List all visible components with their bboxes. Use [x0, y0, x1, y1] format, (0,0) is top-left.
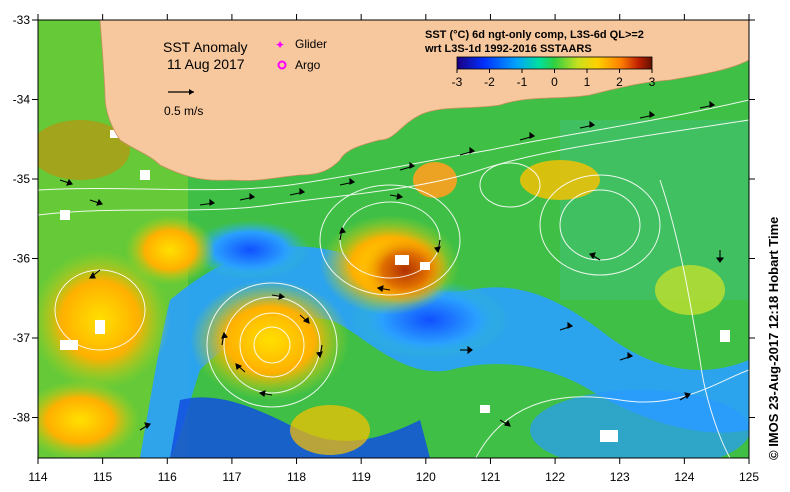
x-tick-label: 119 [352, 470, 371, 484]
x-tick-label: 114 [28, 470, 47, 484]
argo-legend-label: Argo [295, 58, 321, 72]
x-tick-label: 124 [674, 470, 694, 484]
colorbar-tick-label: -2 [484, 75, 495, 89]
colorbar [456, 56, 653, 70]
colorbar-title-line2: wrt L3S-1d 1992-2016 SSTAARS [424, 43, 592, 55]
y-tick-label: -33 [13, 13, 31, 27]
plot-frame [37, 19, 750, 459]
colorbar-tick-label: 2 [616, 75, 623, 89]
map-title: SST Anomaly [163, 39, 248, 55]
colorbar-tick-label: 3 [649, 75, 656, 89]
x-tick-label: 118 [287, 470, 306, 484]
colorbar-tick-label: 0 [551, 75, 558, 89]
x-tick-label: 121 [480, 470, 500, 484]
x-tick-label: 117 [222, 470, 241, 484]
colorbar-ticks: -3 -2 -1 0 1 2 3 [452, 69, 656, 89]
x-tick-label: 115 [93, 470, 112, 484]
y-tick-label: -35 [13, 172, 31, 186]
sst-field [38, 20, 749, 458]
glider-legend-marker: ✦ [275, 38, 285, 52]
colorbar-tick-label: 1 [584, 75, 591, 89]
velocity-scale-label: 0.5 m/s [164, 104, 203, 118]
current-vectors [59, 100, 725, 431]
x-tick-label: 123 [610, 470, 630, 484]
x-tick-label: 120 [416, 470, 436, 484]
y-tick-label: -36 [13, 252, 31, 266]
x-tick-label: 116 [158, 470, 177, 484]
velocity-scale-arrow [168, 89, 194, 95]
svg-text:✦: ✦ [275, 38, 285, 52]
y-tick-label: -34 [13, 93, 31, 107]
glider-legend-label: Glider [295, 37, 327, 51]
x-axis: 114 115 116 117 118 119 120 121 122 123 124 125 [28, 14, 759, 484]
map-date: 11 Aug 2017 [167, 56, 245, 72]
y-axis: -33-34-35-36-37-38 [13, 13, 755, 425]
x-tick-label: 125 [739, 470, 759, 484]
colorbar-tick-label: -3 [452, 75, 463, 89]
y-tick-label: -37 [13, 331, 31, 345]
colorbar-tick-label: -1 [517, 75, 528, 89]
no-data-patches [60, 130, 730, 442]
argo-legend-marker [277, 60, 287, 70]
colorbar-title-line1: SST (°C) 6d ngt-only comp, L3S-6d QL>=2 [425, 29, 644, 41]
x-tick-label: 122 [545, 470, 565, 484]
y-tick-label: -38 [13, 411, 31, 425]
